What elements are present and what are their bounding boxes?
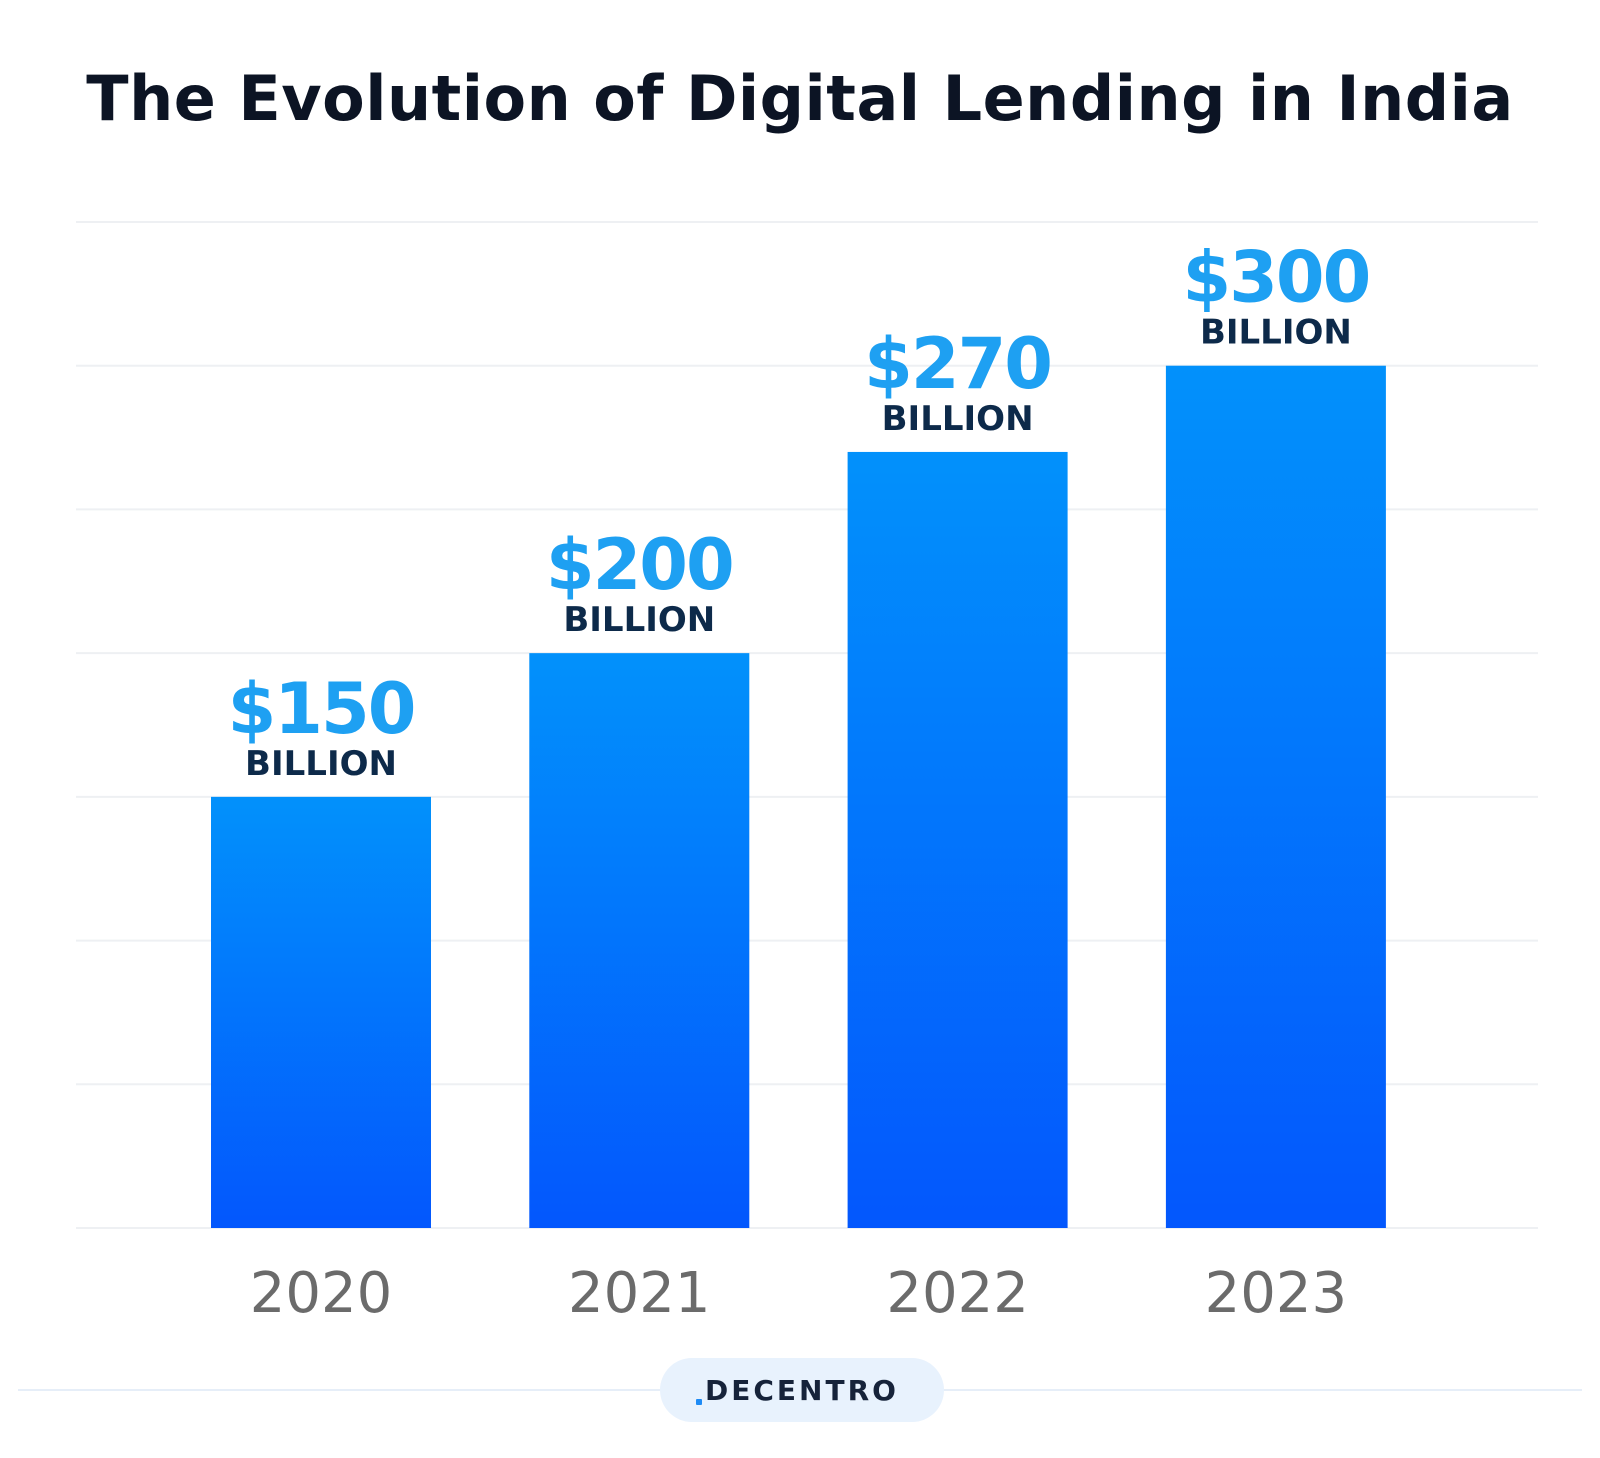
unit-label: BILLION [563,600,715,640]
unit-label: BILLION [245,744,397,784]
value-label: $200 [546,524,733,606]
x-tick-label: 2023 [1205,1261,1348,1326]
brand-logo: DECENTRO [660,1358,944,1422]
value-label: $300 [1182,237,1369,319]
unit-label: BILLION [882,399,1034,439]
bar-2021 [529,653,750,1228]
unit-label: BILLION [1200,313,1352,353]
chart-title: The Evolution of Digital Lending in Indi… [86,62,1514,135]
value-label: $270 [864,323,1051,405]
bar-2023 [1165,365,1386,1228]
x-tick-label: 2021 [568,1261,711,1326]
bar-2022 [847,451,1068,1228]
logo-dot-icon [696,1399,702,1405]
bars [211,365,1386,1228]
logo-text: DECENTRO [705,1373,899,1407]
bar-2020 [211,796,431,1228]
bar-chart: $150BILLION$200BILLION$270BILLION$300BIL… [76,221,1538,1326]
x-tick-label: 2022 [886,1261,1029,1326]
value-label: $150 [228,668,415,750]
x-tick-label: 2020 [250,1261,393,1326]
data-labels: $150BILLION$200BILLION$270BILLION$300BIL… [228,237,1372,784]
x-axis-ticks: 2020 2021 2022 2023 [250,1261,1347,1326]
